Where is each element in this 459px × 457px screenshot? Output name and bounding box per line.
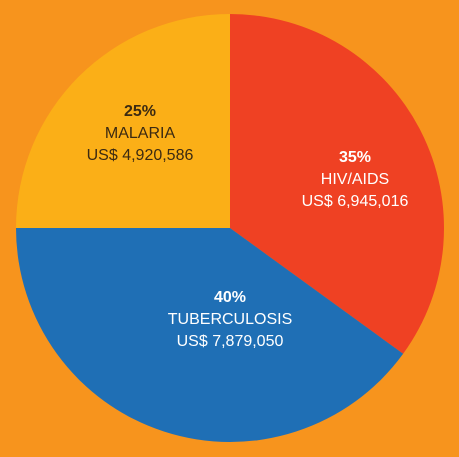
pie-slice — [16, 14, 230, 228]
percent-label: 40% — [214, 289, 246, 306]
pie-slice — [16, 228, 404, 442]
category-label: MALARIA — [105, 125, 176, 142]
amount-label: US$ 6,945,016 — [302, 193, 409, 210]
percent-label: 25% — [124, 103, 156, 120]
percent-label: 35% — [339, 149, 371, 166]
category-label: TUBERCULOSIS — [168, 311, 292, 328]
pie-slice — [230, 14, 444, 354]
amount-label: US$ 7,879,050 — [177, 333, 284, 350]
category-label: HIV/AIDS — [321, 171, 389, 188]
amount-label: US$ 4,920,586 — [87, 147, 194, 164]
